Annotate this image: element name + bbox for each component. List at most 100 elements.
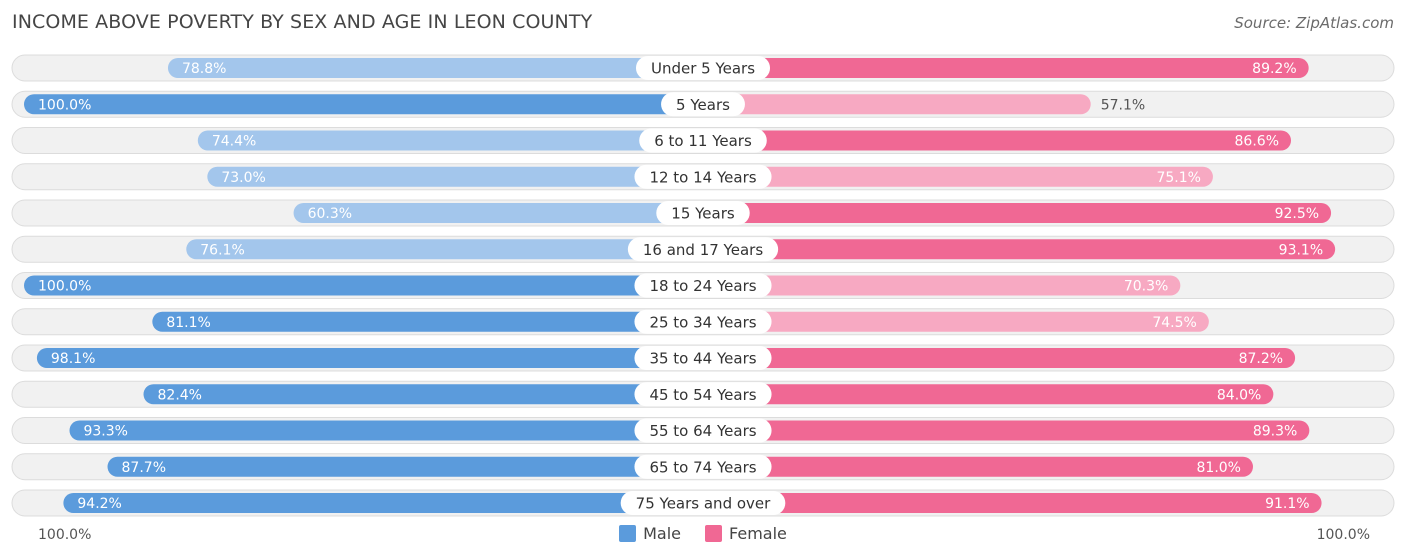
category-pill (634, 273, 772, 298)
female-value-label: 89.3% (1253, 424, 1297, 440)
female-value-label: 86.6% (1235, 134, 1279, 150)
category-label: 75 Years and over (636, 495, 771, 513)
chart-row: 74.4% 86.6% 6 to 11 Years (11, 127, 1395, 154)
legend-female-label: Female (729, 524, 787, 543)
category-label: 5 Years (676, 96, 730, 114)
category-pill (634, 309, 772, 334)
male-bar (207, 166, 703, 187)
chart-row: 94.2% 91.1% 75 Years and over (11, 489, 1395, 517)
chart-row: 98.1% 87.2% 35 to 44 Years (11, 344, 1395, 372)
female-bar (703, 166, 1213, 187)
male-value-label: 78.8% (182, 61, 226, 77)
male-value-label: 82.4% (158, 387, 202, 403)
female-bar (703, 203, 1332, 223)
chart-canvas: 78.8% 89.2% Under 5 Years 100.0% 57.1% 5 Year… (11, 54, 1395, 517)
chart-row: 60.3% 92.5% 15 Years (11, 199, 1395, 227)
female-bar (703, 311, 1209, 332)
chart-row: 93.3% 89.3% 55 to 64 Years (11, 417, 1395, 444)
category-pill (627, 237, 779, 262)
source-label: Source: ZipAtlas.com (1234, 14, 1394, 32)
category-pill (634, 382, 772, 407)
chart-row: 82.4% 84.0% 45 to 54 Years (11, 380, 1395, 408)
female-bar (703, 420, 1310, 441)
category-pill (620, 491, 786, 515)
male-value-label: 74.4% (212, 134, 256, 150)
female-value-label: 89.2% (1252, 61, 1296, 77)
female-value-label: 93.1% (1279, 242, 1323, 258)
category-pill (661, 92, 745, 117)
female-bar (703, 58, 1309, 78)
legend-item-female[interactable]: Female (705, 524, 787, 543)
category-label: 6 to 11 Years (654, 132, 752, 150)
category-label: 65 to 74 Years (649, 458, 756, 476)
category-pill (656, 201, 750, 225)
chart-row: 81.1% 74.5% 25 to 34 Years (11, 308, 1395, 336)
female-bar (703, 130, 1292, 151)
male-bar (63, 493, 703, 513)
male-bar (186, 239, 703, 260)
male-value-label: 76.1% (200, 242, 244, 258)
female-value-label: 84.0% (1217, 387, 1261, 403)
male-bar (107, 456, 704, 477)
legend-item-male[interactable]: Male (619, 524, 681, 543)
male-value-label: 81.1% (166, 315, 210, 331)
male-value-label: 73.0% (221, 170, 265, 186)
female-bar (703, 493, 1322, 513)
category-label: 55 to 64 Years (649, 422, 756, 440)
female-bar (703, 348, 1296, 368)
category-pill (634, 164, 772, 189)
female-swatch-icon (705, 525, 723, 542)
female-value-label: 81.0% (1197, 460, 1241, 476)
male-bar (143, 384, 703, 405)
male-bar (197, 130, 703, 151)
category-pill (639, 128, 767, 153)
female-bar (703, 456, 1253, 477)
category-pill (634, 454, 772, 479)
chart-row: 78.8% 89.2% Under 5 Years (11, 54, 1395, 82)
male-value-label: 93.3% (83, 424, 127, 440)
category-label: 25 to 34 Years (649, 313, 756, 331)
axis-right-label: 100.0% (1316, 527, 1370, 543)
female-bar (703, 275, 1181, 296)
male-bar (293, 203, 703, 223)
category-pill (634, 346, 772, 370)
female-value-label: 91.1% (1265, 496, 1309, 512)
male-value-label: 87.7% (122, 460, 166, 476)
category-label: 18 to 24 Years (649, 277, 756, 295)
male-bar (36, 348, 703, 368)
chart-row: 87.7% 81.0% 65 to 74 Years (11, 453, 1395, 481)
chart-row: 100.0% 57.1% 5 Years (11, 90, 1395, 118)
category-label: 15 Years (671, 205, 735, 223)
category-label: 45 to 54 Years (649, 386, 756, 404)
chart-title: INCOME ABOVE POVERTY BY SEX AND AGE IN L… (12, 11, 593, 33)
male-value-label: 60.3% (308, 206, 352, 222)
female-value-label: 57.1% (1101, 97, 1145, 113)
male-value-label: 98.1% (51, 351, 95, 367)
female-value-label: 74.5% (1152, 315, 1196, 331)
axis-left-label: 100.0% (38, 527, 92, 543)
chart-row: 73.0% 75.1% 12 to 14 Years (11, 163, 1395, 191)
male-swatch-icon (619, 525, 637, 542)
category-label: Under 5 Years (651, 60, 755, 78)
male-value-label: 100.0% (38, 279, 91, 295)
category-label: 35 to 44 Years (649, 350, 756, 368)
legend-male-label: Male (643, 524, 682, 543)
category-pill (635, 56, 771, 80)
male-value-label: 100.0% (38, 97, 91, 113)
male-bar (24, 94, 703, 115)
female-value-label: 70.3% (1124, 279, 1168, 295)
male-bar (69, 420, 704, 441)
category-pill (634, 418, 772, 443)
chart-row: 100.0% 70.3% 18 to 24 Years (11, 272, 1395, 299)
male-bar (152, 311, 703, 332)
female-value-label: 92.5% (1275, 206, 1319, 222)
female-value-label: 87.2% (1239, 351, 1283, 367)
male-value-label: 94.2% (77, 496, 121, 512)
male-bar (24, 275, 703, 296)
category-label: 12 to 14 Years (649, 168, 756, 186)
male-bar (167, 58, 703, 78)
female-bar (703, 239, 1336, 260)
female-value-label: 75.1% (1156, 170, 1200, 186)
category-label: 16 and 17 Years (643, 241, 763, 259)
legend: Male Female (0, 524, 1406, 543)
